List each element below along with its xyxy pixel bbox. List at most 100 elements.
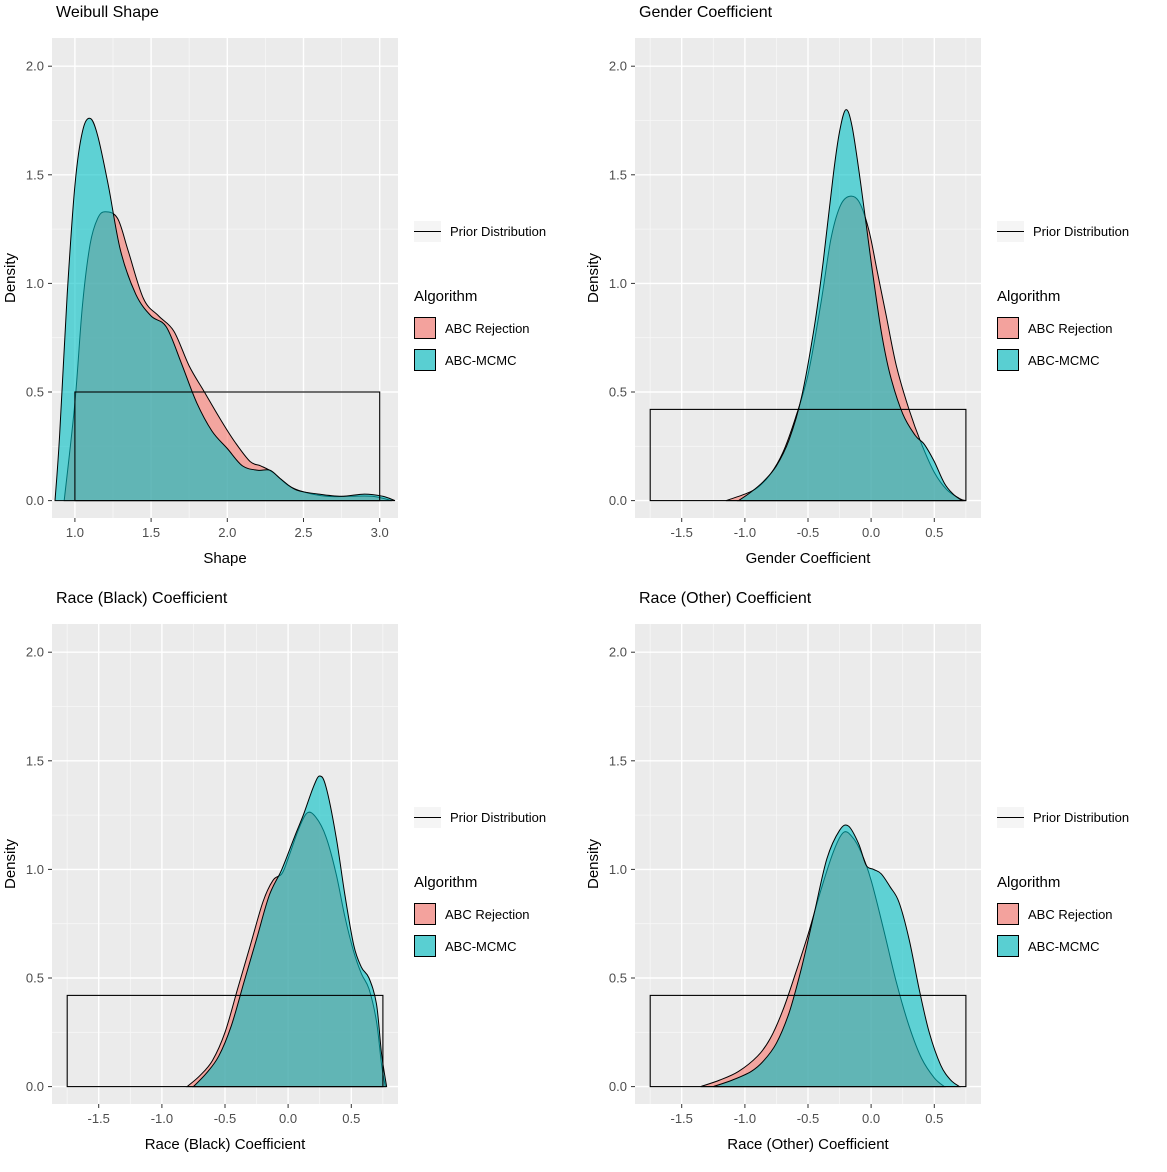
abc-rejection-fill — [998, 904, 1018, 924]
prior-label: Prior Distribution — [1033, 810, 1130, 825]
legend-item-abc-rejection: ABC Rejection — [414, 903, 578, 925]
legend-item-abc-rejection: ABC Rejection — [414, 317, 578, 339]
legend-prior-entry: Prior Distribution — [997, 221, 1161, 242]
abc-mcmc-swatch-icon — [997, 349, 1019, 371]
x-axis-title: Race (Black) Coefficient — [145, 1136, 306, 1153]
y-tick-label: 0.0 — [26, 1079, 44, 1094]
x-tick-label: 0.5 — [342, 1111, 360, 1126]
y-tick-label: 1.5 — [26, 753, 44, 768]
chart-title: Weibull Shape — [56, 4, 159, 21]
x-tick-label: 2.5 — [294, 525, 312, 540]
chart-row: -1.5 -1.0 -0.5 0.0 0.5 0.0 0.5 1.0 1.5 2.0 Gender … — [583, 26, 1167, 576]
density-chart-race-other-coefficient: -1.5 -1.0 -0.5 0.0 0.5 0.0 0.5 1.0 1.5 2.0 Race (O… — [585, 624, 981, 1153]
abc-rejection-fill — [415, 318, 435, 338]
panel-weibull-shape: Weibull Shape 1.0 1.5 2.0 2.5 3.0 0.0 0.5 1.0 1.… — [0, 0, 583, 586]
panel-gender-coefficient: Gender Coefficient -1.5 -1.0 -0.5 0.0 0.5 0.0… — [583, 0, 1167, 586]
abc-mcmc-fill — [415, 350, 435, 370]
legend-prior-entry: Prior Distribution — [414, 221, 578, 242]
legend-prior-entry: Prior Distribution — [414, 807, 578, 828]
y-tick-label: 2.0 — [26, 59, 44, 74]
panel-race-black-coefficient: Race (Black) Coefficient -1.5 -1.0 -0.5 0.0… — [0, 586, 583, 1172]
abc-rejection-fill — [415, 904, 435, 924]
prior-line-icon — [997, 230, 1024, 232]
x-tick-label: -1.0 — [734, 525, 756, 540]
abc-rejection-label: ABC Rejection — [445, 320, 530, 336]
prior-line-key-icon — [414, 221, 441, 242]
abc-rejection-swatch-icon — [414, 903, 436, 925]
prior-line-key-icon — [997, 807, 1024, 828]
legend-item-abc-rejection: ABC Rejection — [997, 903, 1161, 925]
abc-rejection-label: ABC Rejection — [1028, 906, 1113, 922]
abc-mcmc-label: ABC-MCMC — [445, 352, 517, 368]
x-tick-label: -1.0 — [734, 1111, 756, 1126]
abc-rejection-label: ABC Rejection — [1028, 320, 1113, 336]
legend-item-abc-mcmc: ABC-MCMC — [414, 349, 578, 371]
density-chart-gender-coefficient: -1.5 -1.0 -0.5 0.0 0.5 0.0 0.5 1.0 1.5 2.0 Gender … — [585, 38, 981, 567]
x-tick-label: -0.5 — [797, 525, 819, 540]
y-tick-label: 2.0 — [609, 59, 627, 74]
legend: Prior Distribution Algorithm ABC Rejecti… — [410, 612, 578, 1162]
legend: Prior Distribution Algorithm ABC Rejecti… — [993, 612, 1161, 1162]
x-tick-label: -1.5 — [87, 1111, 109, 1126]
x-tick-label: 0.0 — [862, 525, 880, 540]
x-tick-label: -1.5 — [670, 1111, 692, 1126]
x-axis-title: Gender Coefficient — [746, 550, 872, 567]
abc-rejection-label: ABC Rejection — [445, 906, 530, 922]
chart-row: 1.0 1.5 2.0 2.5 3.0 0.0 0.5 1.0 1.5 2.0 Shape Densi… — [0, 26, 583, 576]
x-tick-label: 0.5 — [925, 525, 943, 540]
density-area-abc-mcmc — [736, 109, 964, 502]
abc-mcmc-label: ABC-MCMC — [1028, 352, 1100, 368]
abc-rejection-swatch-icon — [997, 903, 1019, 925]
y-tick-label: 0.5 — [26, 971, 44, 986]
y-tick-label: 0.5 — [609, 385, 627, 400]
x-tick-label: 3.0 — [371, 525, 389, 540]
prior-label: Prior Distribution — [450, 810, 547, 825]
y-tick-label: 2.0 — [26, 645, 44, 660]
chart-row: -1.5 -1.0 -0.5 0.0 0.5 0.0 0.5 1.0 1.5 2.0 Race (B… — [0, 612, 583, 1162]
y-tick-label: 1.5 — [609, 167, 627, 182]
legend-item-abc-rejection: ABC Rejection — [997, 317, 1161, 339]
abc-mcmc-swatch-icon — [997, 935, 1019, 957]
chart-row: -1.5 -1.0 -0.5 0.0 0.5 0.0 0.5 1.0 1.5 2.0 Race (O… — [583, 612, 1167, 1162]
y-tick-label: 2.0 — [609, 645, 627, 660]
y-tick-label: 0.0 — [26, 493, 44, 508]
abc-mcmc-swatch-icon — [414, 349, 436, 371]
y-tick-label: 0.0 — [609, 493, 627, 508]
x-tick-label: -0.5 — [797, 1111, 819, 1126]
density-chart-weibull-shape: 1.0 1.5 2.0 2.5 3.0 0.0 0.5 1.0 1.5 2.0 Shape Densi… — [2, 38, 398, 567]
prior-line-key-icon — [414, 807, 441, 828]
abc-mcmc-label: ABC-MCMC — [1028, 938, 1100, 954]
prior-label: Prior Distribution — [1033, 224, 1130, 239]
x-tick-label: -1.0 — [151, 1111, 173, 1126]
density-area-abc-mcmc — [54, 117, 396, 502]
prior-label: Prior Distribution — [450, 224, 547, 239]
density-chart-race-black-coefficient: -1.5 -1.0 -0.5 0.0 0.5 0.0 0.5 1.0 1.5 2.0 Race (B… — [2, 624, 398, 1153]
abc-rejection-swatch-icon — [997, 317, 1019, 339]
prior-line-icon — [414, 230, 441, 232]
abc-mcmc-swatch-icon — [414, 935, 436, 957]
density-area-abc-mcmc — [192, 775, 388, 1088]
abc-mcmc-label: ABC-MCMC — [445, 938, 517, 954]
legend-title: Algorithm — [414, 874, 478, 891]
y-tick-label: 0.5 — [609, 971, 627, 986]
prior-line-icon — [997, 816, 1024, 818]
legend-title: Algorithm — [997, 288, 1061, 305]
abc-rejection-swatch-icon — [414, 317, 436, 339]
x-tick-label: -1.5 — [670, 525, 692, 540]
y-tick-label: 1.0 — [609, 862, 627, 877]
y-tick-label: 1.5 — [26, 167, 44, 182]
legend: Prior Distribution Algorithm ABC Rejecti… — [993, 26, 1161, 576]
y-tick-label: 0.0 — [609, 1079, 627, 1094]
y-tick-label: 1.0 — [609, 276, 627, 291]
y-tick-label: 1.0 — [26, 276, 44, 291]
abc-mcmc-fill — [998, 936, 1018, 956]
prior-distribution-rect — [66, 994, 384, 1088]
y-axis-title: Density — [585, 838, 602, 889]
legend-item-abc-mcmc: ABC-MCMC — [997, 349, 1161, 371]
prior-distribution-rect — [74, 391, 381, 502]
prior-distribution-rect — [649, 408, 967, 502]
legend-title: Algorithm — [997, 874, 1061, 891]
abc-mcmc-fill — [415, 936, 435, 956]
x-tick-label: 0.0 — [279, 1111, 297, 1126]
